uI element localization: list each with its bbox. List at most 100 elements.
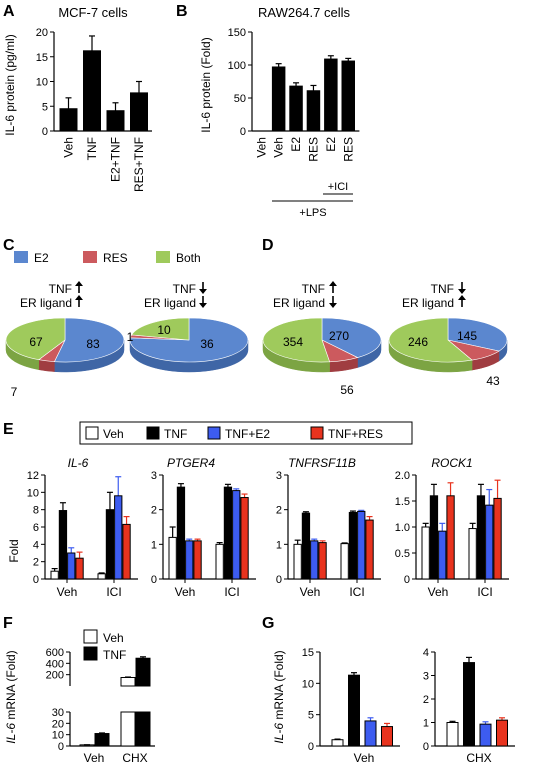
panel-e-il-6-y-tick-label: 8	[33, 505, 39, 517]
panel-e-rock1-title: ROCK1	[431, 456, 472, 470]
panel-e-legend-label: Veh	[103, 427, 124, 441]
panel-e-rock1-bar	[429, 495, 439, 580]
panel-b-bar	[306, 90, 321, 132]
panel-e-ptger4-y-tick-label: 0	[151, 574, 157, 586]
panel-e-rock1-bar	[446, 495, 455, 580]
panel-g-chx-x-label: CHX	[466, 751, 491, 765]
panel-d-pie2-er-label: ER ligand	[402, 296, 454, 310]
panel-f-bar	[120, 711, 136, 747]
panel-e-tnfrsf11b-y-tick-label: 0	[276, 574, 282, 586]
panel-e-rock1-y-tick-label: 1.0	[395, 522, 410, 534]
panel-g-veh-bar	[364, 720, 377, 747]
panel-e-il-6-bar	[58, 510, 68, 580]
panel-e-legend-label: TNF+RES	[328, 427, 383, 441]
panel-c-pie2-tnf-label: TNF	[173, 282, 196, 296]
panel-a-x-label: E2+TNF	[109, 137, 123, 182]
panel-c-pie2-er-label: ER ligand	[144, 296, 196, 310]
panel-b-title: RAW264.7 cells	[258, 5, 350, 20]
panel-e-il-6-x-label: Veh	[57, 585, 78, 599]
panel-e-ptger4-bar	[215, 543, 224, 580]
panel-a-bar	[106, 110, 125, 132]
panel-a-bar	[83, 50, 101, 132]
panel-g-chart: IL-6 mRNA (Fold) 0 5 10 15 Veh 0 1 2 3 4 CHX	[272, 647, 515, 765]
panel-e-il-6-y-tick-label: 6	[33, 522, 39, 534]
panel-a-y-tick-label: 20	[36, 27, 48, 39]
panel-e-rock1-bar	[493, 497, 502, 580]
panel-c-pie1-slice-label: 67	[29, 335, 43, 349]
panel-e-ptger4-x-label: Veh	[175, 585, 196, 599]
panel-e-tnfrsf11b-y-tick-label: 1	[276, 539, 282, 551]
panel-d-pie2-slice-label: 43	[486, 374, 500, 388]
panel-c-pie2-slice-label: 10	[157, 323, 171, 337]
panel-e-tnfrsf11b-bar	[293, 543, 302, 580]
panel-e-il-6-y-tick-label: 0	[33, 574, 39, 586]
panel-e-ptger4-bar	[232, 490, 241, 580]
panel-e-il-6-bar	[122, 523, 131, 580]
panel-g-veh-y-tick-label: 5	[308, 710, 314, 722]
panel-g-chx-bar	[463, 662, 475, 747]
ici-label: +ICI	[328, 181, 348, 193]
panel-e-rock1-bar	[468, 528, 477, 580]
panel-d-pie2-slice-label: 145	[457, 329, 477, 343]
panel-e-rock1-bar	[421, 526, 430, 580]
panel-c-pie1-er-arrow-head	[75, 295, 83, 300]
panel-d-pie2-pie-slice	[388, 317, 473, 363]
panel-a-y-tick-label: 15	[36, 52, 48, 64]
panel-e-rock1-bar	[438, 530, 447, 580]
panel-f-y-tick-label: 200	[46, 670, 64, 682]
panel-a-x-label: TNF	[85, 137, 99, 160]
panel-e-ptger4-x-label: ICI	[224, 585, 239, 599]
panel-g-veh-bar	[331, 739, 344, 747]
panel-c-pie2-pie-slice	[131, 317, 190, 341]
panel-d-pie1-er-arrow-head	[329, 303, 337, 308]
panel-b-x-label: E2	[324, 137, 338, 152]
panel-b-bar	[271, 66, 286, 132]
panel-f-legend-label: TNF	[103, 648, 126, 662]
panel-label-c: C	[3, 237, 15, 254]
panel-c-pie1-pie-slice	[5, 317, 66, 361]
panel-e-tnfrsf11b-bar	[310, 540, 319, 580]
panel-b-ylabel: IL-6 protein (Fold)	[199, 37, 213, 132]
panel-a-chart: MCF-7 cells IL-6 protein (pg/ml) 0 5 10 15 2…	[3, 5, 152, 192]
panel-e-il-6-y-tick-label: 4	[33, 539, 39, 551]
panel-g-veh-x-label: Veh	[354, 751, 375, 765]
legend-swatch-e2	[14, 251, 28, 263]
panel-f-legend-swatch	[83, 646, 98, 661]
panel-b-chart: RAW264.7 cells IL-6 protein (Fold) +ICI …	[199, 5, 360, 219]
panel-a-title: MCF-7 cells	[58, 5, 128, 20]
panel-d-pie2-tnf-label: TNF	[431, 282, 454, 296]
panel-e-il-6-y-tick-label: 10	[27, 487, 39, 499]
panel-e-tnfrsf11b-x-label: ICI	[349, 585, 364, 599]
panel-c-pie1-slice-label: 7	[11, 385, 18, 399]
panel-e-chart: Fold Veh TNF TNF+E2 TNF+RESIL-6024681012Veh…	[7, 421, 509, 599]
panel-label-a: A	[3, 3, 15, 20]
panel-a-bar	[59, 108, 78, 132]
legend-swatch-both	[156, 251, 170, 263]
panel-g-chx-bar	[479, 723, 492, 747]
panel-f-y-tick-label: 10	[52, 730, 64, 742]
panel-e-tnfrsf11b-title: TNFRSF11B	[288, 456, 356, 470]
panel-e-il-6-y-tick-label: 2	[33, 557, 39, 569]
panel-g-chx-bar	[496, 719, 508, 747]
panel-g-veh-y-tick-label: 0	[308, 741, 314, 753]
panel-d-pie2-slice-label: 246	[408, 335, 428, 349]
panel-g-ylabel: IL-6 mRNA (Fold)	[272, 650, 286, 743]
panel-c-pie2-tnf-arrow-head	[199, 289, 207, 294]
panel-g-veh-y-tick-label: 15	[302, 647, 314, 659]
panel-d-pie1-pie-slice	[262, 317, 331, 363]
panel-e-legend-swatch	[207, 426, 221, 440]
panel-g-chx-y-tick-label: 0	[423, 741, 429, 753]
panel-c-pie2-slice-label: 36	[200, 337, 214, 351]
panel-label-b: B	[176, 3, 188, 20]
panel-f-ylabel: IL-6 mRNA (Fold)	[4, 650, 18, 743]
panel-b-y-tick-label: 50	[234, 93, 246, 105]
panel-d-pie1-tnf-arrow-head	[329, 281, 337, 286]
panel-g-chx-y-tick-label: 4	[423, 647, 429, 659]
panel-f-bar	[94, 733, 110, 747]
panel-e-il-6-bar	[75, 557, 84, 580]
panel-f-y-tick-label: 30	[52, 707, 64, 719]
panel-b-y-tick-label: 100	[228, 60, 246, 72]
panel-c-pie1-slice-label: 83	[86, 337, 100, 351]
